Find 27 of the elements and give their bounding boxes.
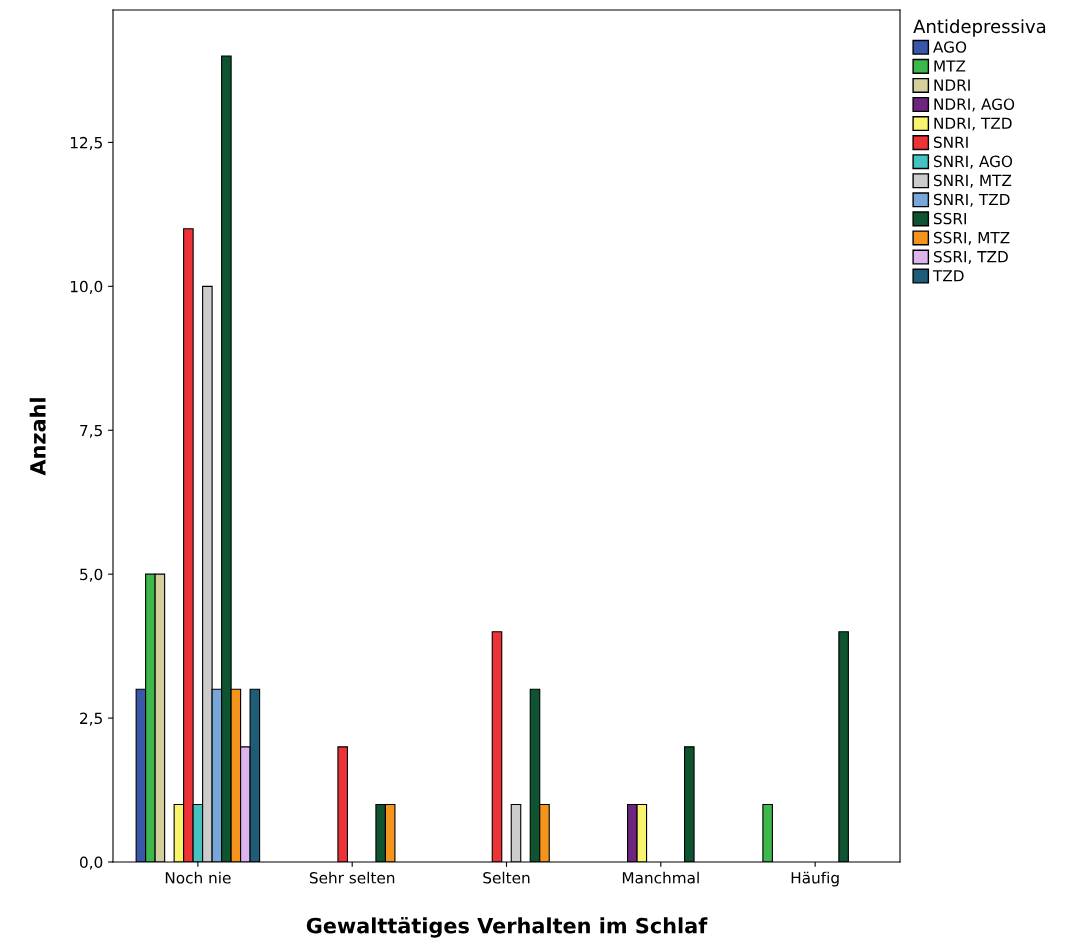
legend-label: NDRI, AGO (934, 98, 1015, 112)
legend-title: Antidepressiva (913, 19, 1046, 37)
legend-label: SSRI, TZD (933, 250, 1008, 265)
legend-label: SNRI, AGO (933, 155, 1013, 169)
legend-label: SSRI (933, 212, 966, 225)
x-tick-label: Sehr selten (309, 871, 395, 884)
y-tick-label: 12,5 (70, 136, 102, 150)
y-tick-label: 5,0 (80, 568, 103, 582)
x-tick-label: Selten (483, 871, 530, 884)
y-axis-title: Anzahl (29, 398, 46, 476)
legend-label: MTZ (934, 60, 966, 72)
legend-label: AGO (933, 41, 967, 53)
legend-label: SNRI (933, 136, 968, 149)
y-tick-label: 7,5 (80, 424, 102, 438)
y-tick-label: 2,5 (80, 712, 102, 726)
x-tick-label: Noch nie (165, 871, 231, 884)
legend-label: TZD (932, 270, 964, 282)
legend-label: SNRI, TZD (933, 193, 1010, 207)
x-tick-label: Manchmal (622, 871, 699, 884)
x-axis-title: Gewalttätiges Verhalten im Schlaf (306, 917, 708, 938)
legend-label: SNRI, MTZ (933, 174, 1012, 188)
legend-label: NDRI (934, 79, 970, 91)
y-tick-label: 0,0 (79, 856, 103, 870)
legend-label: NDRI, TZD (934, 117, 1012, 131)
x-tick-label: Häufig (791, 871, 839, 887)
legend-label: SSRI, MTZ (933, 231, 1010, 245)
y-tick-label: 10,0 (70, 280, 103, 294)
